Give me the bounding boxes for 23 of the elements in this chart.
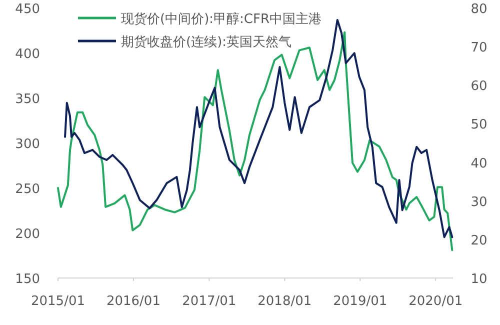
y-tick-label: 400	[15, 47, 40, 62]
legend-label: 现货价(中间价):甲醇:CFR中国主港	[121, 11, 322, 27]
x-tick-label: 2019/01	[333, 294, 388, 309]
y2-tick-label: 50	[470, 118, 488, 133]
x-tick-label: 2015/01	[30, 294, 86, 309]
x-tick-label: 2018/01	[258, 294, 312, 309]
x-tick-label: 2020/01	[408, 294, 463, 309]
y-tick-label: 250	[15, 182, 40, 197]
legend-label: 期货收盘价(连续):英国天然气	[121, 35, 292, 50]
y2-tick-label: 80	[470, 2, 488, 17]
y2-tick-label: 60	[470, 79, 488, 94]
y2-tick-label: 70	[470, 40, 488, 56]
y2-tick-label: 10	[470, 272, 488, 287]
y2-tick-label: 40	[470, 156, 488, 172]
y-tick-label: 150	[15, 272, 40, 287]
x-tick-label: 2017/01	[182, 294, 236, 309]
y-tick-label: 300	[15, 137, 40, 152]
y-tick-label: 450	[15, 2, 40, 17]
y2-tick-label: 20	[470, 233, 488, 248]
y2-tick-label: 30	[470, 194, 488, 210]
x-tick-label: 2016/01	[106, 294, 160, 309]
y-tick-label: 350	[15, 92, 40, 107]
y-tick-label: 200	[15, 227, 40, 242]
